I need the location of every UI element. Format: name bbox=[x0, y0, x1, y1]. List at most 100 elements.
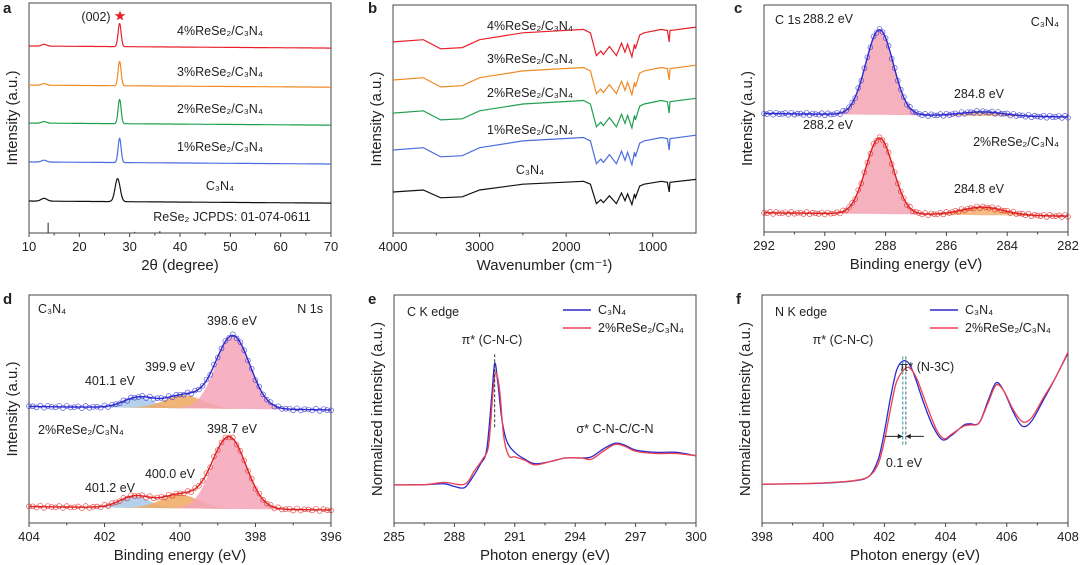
data-point-marker bbox=[767, 109, 773, 116]
data-point-marker bbox=[882, 142, 889, 149]
data-point-marker bbox=[815, 211, 822, 217]
panel-label: a bbox=[3, 0, 12, 17]
data-point-marker bbox=[52, 504, 59, 511]
edge-title: N K edge bbox=[775, 305, 827, 319]
y-axis-label: Normalized intensity (a.u.) bbox=[737, 322, 754, 496]
data-point-marker bbox=[946, 112, 953, 118]
x-tick-label: 297 bbox=[625, 529, 647, 544]
x-tick-label: 292 bbox=[753, 238, 775, 253]
data-point-marker bbox=[843, 207, 849, 214]
data-point-marker bbox=[1065, 214, 1071, 220]
data-point-marker bbox=[931, 112, 937, 119]
data-point-marker bbox=[192, 485, 198, 491]
x-tick-label: 400 bbox=[169, 529, 191, 544]
data-point-marker bbox=[184, 488, 191, 494]
x-tick-label: 300 bbox=[685, 529, 707, 544]
data-point-marker bbox=[30, 503, 36, 510]
data-point-marker bbox=[1019, 112, 1026, 119]
data-point-marker bbox=[940, 113, 947, 119]
data-point-marker bbox=[162, 494, 168, 501]
ftir-series-line bbox=[392, 97, 697, 131]
data-point-marker bbox=[211, 361, 217, 368]
spectrum-line bbox=[761, 352, 1069, 485]
data-point-marker bbox=[1004, 110, 1010, 117]
data-point-marker bbox=[1056, 113, 1062, 119]
fit-envelope-line bbox=[29, 334, 331, 411]
data-point-marker bbox=[995, 109, 1001, 115]
data-point-marker bbox=[791, 211, 798, 217]
x-tick-label: 10 bbox=[22, 239, 36, 254]
data-point-marker bbox=[849, 99, 855, 106]
series-label: 1%ReSe₂/C₃N₄ bbox=[487, 123, 573, 137]
x-tick-label: 290 bbox=[814, 238, 836, 253]
data-point-marker bbox=[998, 111, 1004, 117]
peak-label: 288.2 eV bbox=[803, 118, 854, 132]
data-point-marker bbox=[867, 150, 874, 157]
fit-envelope-line bbox=[29, 435, 331, 511]
data-point-marker bbox=[819, 209, 825, 216]
fit-component-fill bbox=[764, 111, 1068, 117]
data-point-marker bbox=[203, 376, 210, 383]
data-point-marker bbox=[124, 398, 130, 404]
data-point-marker bbox=[139, 492, 146, 498]
peak-annotation: (002) bbox=[81, 10, 110, 24]
data-point-marker bbox=[211, 453, 217, 460]
data-point-marker bbox=[169, 394, 176, 401]
data-point-marker bbox=[910, 109, 916, 115]
series-label: 1%ReSe₂/C₃N₄ bbox=[177, 140, 263, 154]
data-point-marker bbox=[779, 111, 785, 117]
data-point-marker bbox=[931, 211, 937, 217]
data-point-marker bbox=[955, 111, 962, 118]
data-point-marker bbox=[71, 504, 78, 510]
data-point-marker bbox=[843, 108, 849, 114]
data-point-marker bbox=[986, 205, 992, 211]
data-point-marker bbox=[779, 210, 785, 216]
data-point-marker bbox=[964, 109, 971, 115]
x-tick-label: 70 bbox=[324, 239, 338, 254]
x-tick-label: 20 bbox=[72, 239, 86, 254]
data-point-marker bbox=[188, 391, 195, 397]
x-tick-label: 288 bbox=[444, 529, 466, 544]
data-point-marker bbox=[864, 159, 871, 166]
data-point-marker bbox=[864, 54, 871, 60]
data-point-marker bbox=[895, 77, 901, 84]
data-point-marker bbox=[199, 383, 206, 389]
data-point-marker bbox=[785, 211, 792, 217]
x-tick-label: 60 bbox=[273, 239, 287, 254]
data-point-marker bbox=[215, 354, 221, 361]
x-tick-label: 402 bbox=[94, 529, 116, 544]
data-point-marker bbox=[143, 494, 149, 501]
data-point-marker bbox=[271, 505, 278, 512]
data-point-marker bbox=[275, 504, 281, 511]
data-point-marker bbox=[812, 111, 819, 117]
data-point-marker bbox=[1053, 114, 1059, 120]
x-axis-label: Wavenumber (cm⁻¹) bbox=[477, 257, 613, 274]
panel-d-n1s: 404 402 400 398 396 Binding energy (eV) Intens… bbox=[3, 291, 342, 564]
data-point-marker bbox=[904, 101, 910, 108]
data-point-marker bbox=[173, 392, 179, 398]
star-icon bbox=[114, 10, 126, 21]
data-point-marker bbox=[791, 111, 798, 118]
data-point-marker bbox=[196, 386, 202, 393]
legend-label: C₃N₄ bbox=[965, 303, 993, 317]
data-point-marker bbox=[1022, 212, 1029, 219]
peak-label: 284.8 eV bbox=[954, 87, 1005, 101]
data-point-marker bbox=[109, 500, 115, 506]
data-point-marker bbox=[971, 110, 977, 116]
data-point-marker bbox=[964, 205, 971, 212]
series-label: 3%ReSe₂/C₃N₄ bbox=[177, 65, 263, 79]
data-point-marker bbox=[873, 30, 880, 36]
data-point-marker bbox=[837, 210, 843, 217]
data-point-marker bbox=[328, 407, 334, 414]
data-point-marker bbox=[131, 493, 138, 499]
data-point-marker bbox=[986, 109, 992, 116]
data-point-marker bbox=[1025, 211, 1032, 217]
data-point-marker bbox=[898, 188, 904, 195]
data-point-marker bbox=[870, 33, 877, 40]
data-point-marker bbox=[181, 490, 187, 497]
data-point-marker bbox=[33, 404, 40, 411]
data-point-marker bbox=[324, 407, 330, 413]
x-tick-label: 3000 bbox=[465, 239, 494, 254]
data-point-marker bbox=[949, 209, 956, 215]
data-point-marker bbox=[203, 470, 210, 476]
